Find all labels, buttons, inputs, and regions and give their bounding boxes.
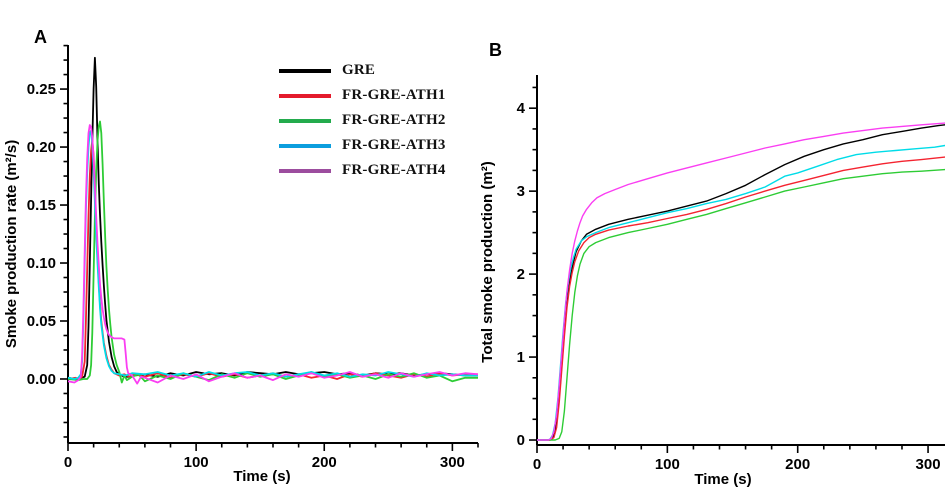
series-line-fr-gre-ath1 — [537, 156, 945, 441]
legend-label: FR-GRE-ATH1 — [342, 87, 446, 103]
legend-swatch — [279, 68, 331, 73]
panel-a-y-axis-title: Smoke production rate (m²/s) — [3, 140, 20, 348]
series-line-gre — [537, 124, 945, 441]
series-line-fr-gre-ath3 — [537, 144, 945, 441]
panel-a-x-axis-title: Time (s) — [233, 468, 290, 485]
panel-b-plot: 0 100 200 300 0 1 2 3 4 — [517, 75, 945, 473]
y-tick-label: 0.10 — [27, 255, 56, 272]
panel-b-y-axis-title: Total smoke production (m²) — [479, 161, 496, 362]
series-line-fr-gre-ath2 — [537, 168, 945, 441]
y-tick-label: 3 — [517, 183, 525, 200]
y-tick-label: 0.05 — [27, 313, 56, 330]
legend-swatch — [279, 118, 331, 123]
x-tick-label: 100 — [655, 456, 680, 473]
legend-item-fr-gre-ath3: FR-GRE-ATH3 — [279, 133, 446, 158]
x-tick-label: 0 — [533, 456, 541, 473]
y-tick-label: 0.20 — [27, 139, 56, 156]
x-tick-label: 300 — [440, 454, 465, 471]
panel-a-plot: 0 100 200 300 0.00 0.05 0.10 0.15 0.20 0.25 — [27, 44, 479, 471]
y-tick-label: 0.00 — [27, 371, 56, 388]
legend-label: FR-GRE-ATH3 — [342, 137, 446, 153]
x-tick-label: 100 — [184, 454, 209, 471]
y-tick-label: 0 — [517, 432, 525, 449]
panel-b-x-axis-title: Time (s) — [694, 471, 751, 488]
legend-label: GRE — [342, 62, 376, 78]
series-line-fr-gre-ath4 — [537, 122, 945, 441]
panel-b-letter: B — [489, 40, 502, 60]
x-tick-label: 200 — [312, 454, 337, 471]
legend-item-fr-gre-ath4: FR-GRE-ATH4 — [279, 158, 446, 183]
x-tick-label: 200 — [785, 456, 810, 473]
legend-item-gre: GRE — [279, 58, 446, 83]
y-tick-label: 1 — [517, 349, 525, 366]
y-tick-label: 0.25 — [27, 81, 56, 98]
legend-label: FR-GRE-ATH4 — [342, 162, 446, 178]
legend-item-fr-gre-ath2: FR-GRE-ATH2 — [279, 108, 446, 133]
legend-item-fr-gre-ath1: FR-GRE-ATH1 — [279, 83, 446, 108]
y-tick-label: 2 — [517, 266, 525, 283]
x-tick-label: 0 — [64, 454, 72, 471]
legend-swatch — [279, 143, 331, 148]
x-tick-label: 300 — [916, 456, 941, 473]
legend-swatch — [279, 168, 331, 173]
legend-label: FR-GRE-ATH2 — [342, 112, 446, 128]
y-tick-label: 4 — [517, 100, 526, 117]
series-line-fr-gre-ath4 — [68, 124, 478, 385]
legend: GRE FR-GRE-ATH1 FR-GRE-ATH2 FR-GRE-ATH3 FR-G… — [279, 58, 446, 183]
panel-a-letter: A — [34, 27, 47, 47]
legend-swatch — [279, 93, 331, 98]
y-tick-label: 0.15 — [27, 197, 56, 214]
